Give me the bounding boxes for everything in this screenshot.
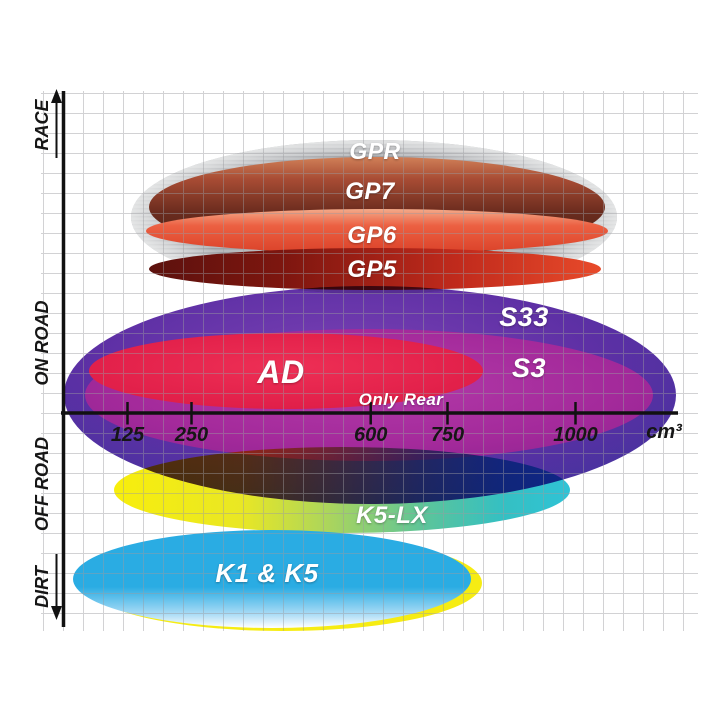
series-label-s33: S33 xyxy=(499,302,549,332)
x-tick-label: 125 xyxy=(111,424,145,446)
x-tick-label: 250 xyxy=(174,424,208,446)
series-label-s3: S3 xyxy=(512,353,546,383)
series-label-gpr: GPR xyxy=(349,138,400,164)
y-category-label-off-road: OFF ROAD xyxy=(32,437,52,531)
x-ticks: 125 250 600 750 1000 xyxy=(111,402,598,446)
y-category-label-dirt: DIRT xyxy=(32,564,52,608)
axes: 125 250 600 750 1000 xyxy=(51,89,678,627)
dirt-direction-arrowhead-down xyxy=(51,606,62,620)
x-tick-label: 1000 xyxy=(553,424,598,446)
series-label-k5lx: K5-LX xyxy=(356,502,429,529)
y-category-label-race: RACE xyxy=(32,99,52,151)
y-category-label-on-road: ON ROAD xyxy=(32,301,52,386)
series-labels: GPR GP7 GP6 GP5 S33 S3 AD Only Rear K5-L… xyxy=(215,138,548,588)
series-label-k1k5: K1 & K5 xyxy=(215,558,318,588)
x-axis-unit-label: cm³ xyxy=(646,421,683,443)
series-label-gp7: GP7 xyxy=(345,178,396,205)
series-label-gp6: GP6 xyxy=(347,222,397,249)
annotation-only-rear: Only Rear xyxy=(359,390,445,409)
series-label-gp5: GP5 xyxy=(347,256,397,283)
x-tick-label: 750 xyxy=(431,424,464,446)
race-direction-arrowhead-up xyxy=(51,89,62,103)
series-label-ad: AD xyxy=(256,354,304,390)
x-tick-label: 600 xyxy=(354,424,387,446)
grid-overlay xyxy=(41,91,698,631)
axis-labels: RACE ON ROAD OFF ROAD DIRT cm³ xyxy=(32,99,683,608)
